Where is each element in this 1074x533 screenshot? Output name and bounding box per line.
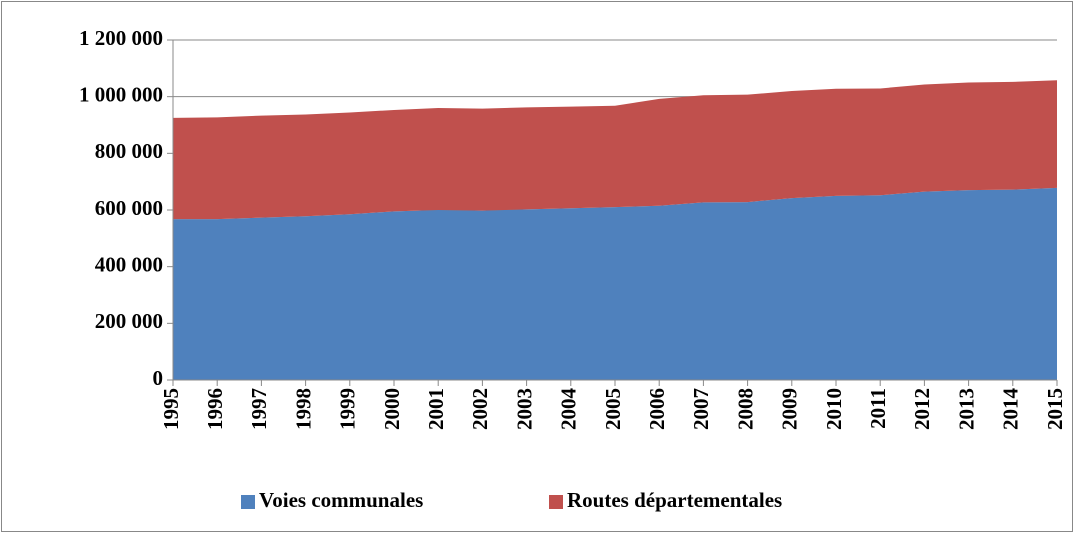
- x-tick-label: 1998: [291, 388, 315, 430]
- legend-item: Voies communales: [241, 488, 423, 512]
- x-tick-label: 1997: [247, 388, 271, 430]
- x-tick-label: 2015: [1043, 388, 1067, 430]
- x-tick-label: 2005: [601, 388, 625, 430]
- x-tick-label: 1996: [203, 388, 227, 430]
- legend-label: Routes départementales: [567, 488, 782, 512]
- x-tick-label: 2002: [468, 388, 492, 430]
- x-tick-label: 2010: [822, 388, 846, 430]
- x-tick-label: 2000: [380, 388, 404, 430]
- x-tick-label: 2014: [999, 388, 1023, 431]
- x-tick-label: 2006: [645, 388, 669, 430]
- x-tick-label: 2004: [557, 388, 581, 431]
- x-tick-label: 2001: [424, 388, 448, 430]
- y-tick-label: 1 000 000: [79, 82, 163, 106]
- y-tick-label: 0: [153, 366, 164, 390]
- x-tick-label: 2013: [954, 388, 978, 430]
- legend-swatch: [241, 495, 255, 509]
- legend-label: Voies communales: [259, 488, 423, 512]
- x-tick-label: 2011: [866, 388, 890, 429]
- y-tick-label: 200 000: [95, 309, 163, 333]
- area: [173, 187, 1057, 380]
- legend-swatch: [549, 495, 563, 509]
- y-tick-label: 600 000: [95, 196, 163, 220]
- y-tick-label: 400 000: [95, 252, 163, 276]
- x-tick-label: 2003: [512, 388, 536, 430]
- x-tick-label: 2007: [689, 388, 713, 430]
- x-tick-label: 2009: [778, 388, 802, 430]
- x-tick-label: 1995: [159, 388, 183, 430]
- x-tick-label: 2012: [910, 388, 934, 430]
- x-tick-label: 2008: [733, 388, 757, 430]
- y-tick-label: 1 200 000: [79, 26, 163, 50]
- y-tick-label: 800 000: [95, 139, 163, 163]
- legend-item: Routes départementales: [549, 488, 782, 512]
- x-tick-label: 1999: [336, 388, 360, 430]
- area: [173, 80, 1057, 220]
